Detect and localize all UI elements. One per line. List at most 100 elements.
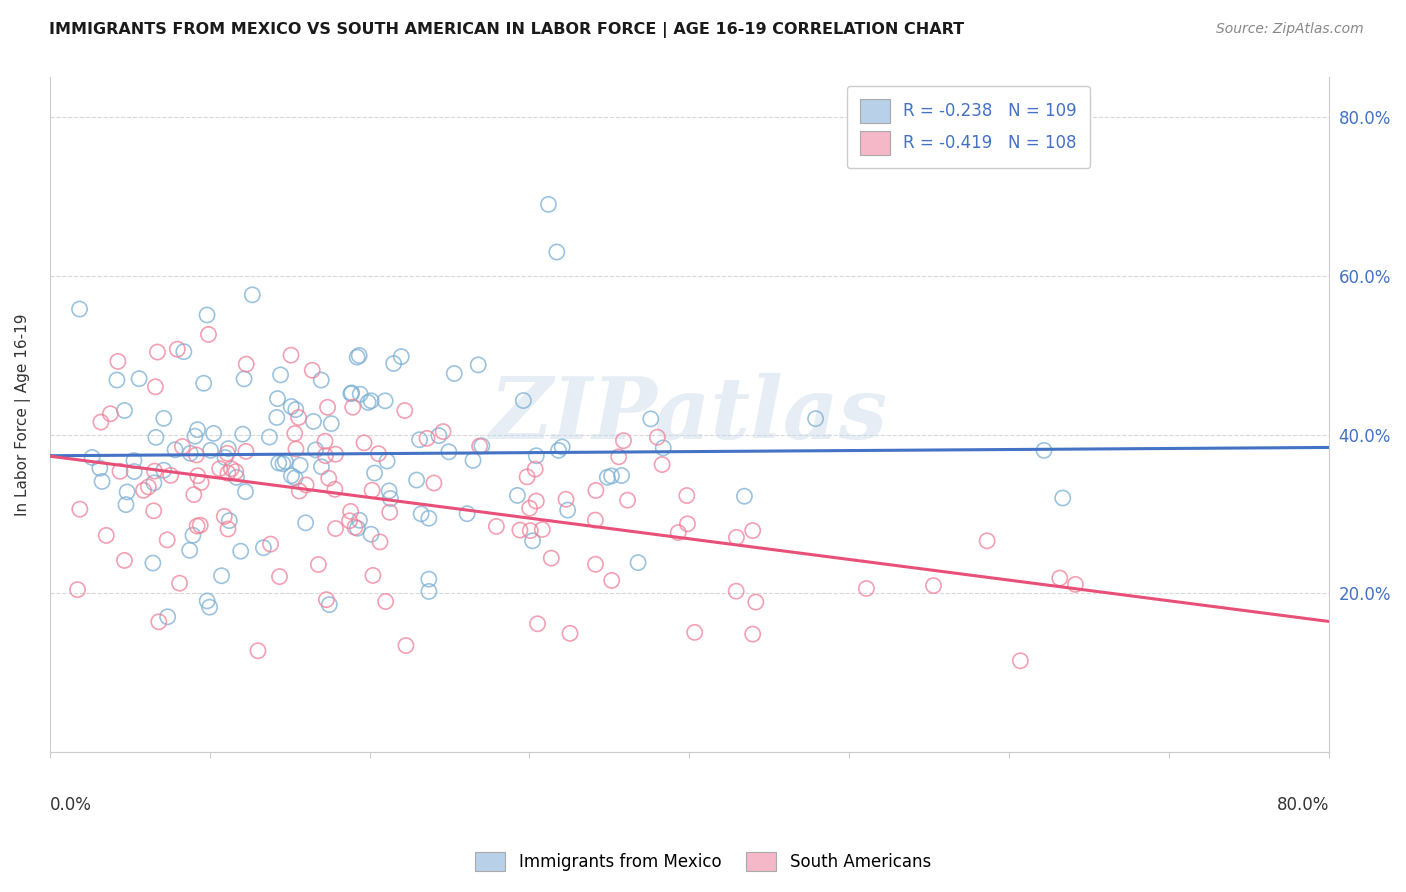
- Point: [186, 423, 208, 437]
- Point: [323, 483, 346, 497]
- Point: [363, 466, 385, 480]
- Point: [339, 504, 361, 518]
- Point: [233, 372, 256, 386]
- Point: [280, 400, 302, 414]
- Point: [346, 350, 368, 364]
- Point: [318, 471, 340, 485]
- Point: [173, 344, 195, 359]
- Point: [181, 528, 204, 542]
- Point: [418, 511, 440, 525]
- Point: [284, 426, 307, 441]
- Point: [509, 523, 531, 537]
- Point: [307, 558, 329, 572]
- Point: [741, 524, 763, 538]
- Point: [295, 478, 318, 492]
- Point: [187, 468, 209, 483]
- Point: [360, 393, 382, 408]
- Point: [122, 453, 145, 467]
- Point: [115, 498, 138, 512]
- Point: [652, 441, 675, 455]
- Point: [302, 414, 325, 428]
- Point: [519, 524, 541, 538]
- Point: [471, 439, 494, 453]
- Point: [551, 440, 574, 454]
- Point: [375, 454, 398, 468]
- Point: [546, 245, 568, 260]
- Point: [368, 535, 391, 549]
- Point: [340, 386, 363, 401]
- Point: [91, 475, 114, 489]
- Point: [96, 528, 118, 542]
- Point: [315, 592, 337, 607]
- Point: [200, 443, 222, 458]
- Point: [266, 392, 288, 406]
- Point: [235, 444, 257, 458]
- Point: [179, 543, 201, 558]
- Point: [408, 433, 430, 447]
- Point: [225, 470, 247, 484]
- Point: [651, 458, 673, 472]
- Point: [443, 367, 465, 381]
- Point: [232, 427, 254, 442]
- Point: [179, 446, 201, 460]
- Point: [259, 537, 281, 551]
- Point: [745, 595, 768, 609]
- Point: [361, 568, 384, 582]
- Point: [122, 465, 145, 479]
- Point: [252, 541, 274, 555]
- Point: [467, 358, 489, 372]
- Point: [152, 463, 174, 477]
- Point: [394, 403, 416, 417]
- Point: [725, 584, 748, 599]
- Point: [349, 387, 371, 401]
- Point: [600, 574, 623, 588]
- Point: [66, 582, 89, 597]
- Point: [309, 373, 332, 387]
- Point: [349, 513, 371, 527]
- Point: [361, 483, 384, 498]
- Point: [143, 464, 166, 478]
- Point: [90, 415, 112, 429]
- Point: [585, 483, 607, 498]
- Text: Source: ZipAtlas.com: Source: ZipAtlas.com: [1216, 22, 1364, 37]
- Point: [733, 489, 755, 503]
- Point: [1010, 654, 1032, 668]
- Point: [418, 584, 440, 599]
- Point: [378, 483, 401, 498]
- Point: [314, 449, 336, 463]
- Point: [107, 354, 129, 368]
- Point: [217, 522, 239, 536]
- Point: [855, 582, 877, 596]
- Point: [519, 501, 541, 516]
- Point: [217, 442, 239, 456]
- Point: [69, 301, 91, 316]
- Point: [596, 470, 619, 484]
- Point: [346, 521, 368, 535]
- Point: [108, 464, 131, 478]
- Point: [301, 363, 323, 377]
- Point: [616, 493, 638, 508]
- Point: [195, 594, 218, 608]
- Point: [1064, 577, 1087, 591]
- Point: [148, 615, 170, 629]
- Point: [218, 514, 240, 528]
- Point: [270, 368, 292, 382]
- Text: 80.0%: 80.0%: [1277, 796, 1329, 814]
- Point: [411, 507, 433, 521]
- Point: [676, 516, 699, 531]
- Point: [524, 462, 547, 476]
- Point: [423, 475, 446, 490]
- Point: [676, 489, 699, 503]
- Point: [321, 417, 343, 431]
- Point: [600, 469, 623, 483]
- Point: [640, 412, 662, 426]
- Point: [235, 484, 257, 499]
- Point: [382, 357, 405, 371]
- Point: [69, 502, 91, 516]
- Point: [240, 288, 263, 302]
- Point: [186, 448, 208, 462]
- Point: [195, 308, 218, 322]
- Point: [188, 518, 211, 533]
- Point: [290, 458, 312, 473]
- Point: [89, 461, 111, 475]
